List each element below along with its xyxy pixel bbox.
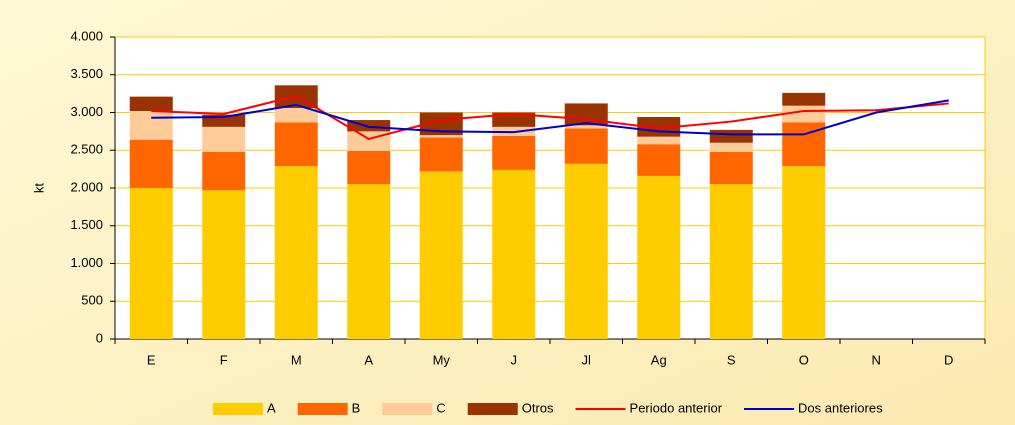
legend-label: Dos anteriores: [798, 400, 883, 415]
bar: [564, 128, 608, 164]
bar: [782, 166, 826, 339]
y-tick-label: 4.000: [70, 28, 103, 43]
bar: [637, 136, 681, 145]
y-axis-label: kt: [31, 183, 46, 194]
legend-label: C: [436, 400, 445, 415]
legend-label: Periodo anterior: [630, 400, 723, 415]
x-tick-label: A: [364, 352, 373, 367]
line: [151, 94, 949, 140]
x-tick-label: J: [511, 352, 518, 367]
bar: [782, 92, 826, 106]
legend-swatch: [382, 403, 433, 415]
y-tick-label: 2.500: [70, 142, 103, 157]
bar: [492, 135, 536, 170]
bar: [564, 163, 608, 339]
bar: [129, 188, 173, 339]
x-tick-label: M: [291, 352, 302, 367]
x-tick-label: O: [799, 352, 809, 367]
legend-label: A: [267, 400, 276, 415]
bar: [492, 169, 536, 339]
bar: [419, 171, 463, 339]
bar: [274, 107, 318, 123]
x-tick-label: S: [727, 352, 736, 367]
bar: [274, 122, 318, 167]
y-tick-label: 500: [81, 293, 103, 308]
bar: [347, 184, 391, 339]
y-tick-label: 3.000: [70, 104, 103, 119]
bar: [709, 129, 753, 143]
y-tick-label: 0: [96, 330, 103, 345]
bar: [202, 126, 246, 152]
line: [151, 99, 949, 136]
x-tick-label: D: [944, 352, 953, 367]
bar: [274, 166, 318, 339]
bar: [419, 135, 463, 138]
x-tick-label: E: [147, 352, 156, 367]
legend-label: B: [352, 400, 361, 415]
bar: [129, 139, 173, 188]
bar: [129, 96, 173, 111]
y-tick-label: 1.500: [70, 217, 103, 232]
bar: [709, 184, 753, 339]
legend-swatch: [467, 403, 518, 415]
y-tick-label: 2.000: [70, 179, 103, 194]
y-tick-label: 1.000: [70, 255, 103, 270]
y-tick-label: 3.500: [70, 66, 103, 81]
bar: [709, 151, 753, 185]
x-tick-label: F: [220, 352, 228, 367]
bar: [129, 110, 173, 140]
x-tick-label: Jl: [582, 352, 592, 367]
bar: [347, 120, 391, 132]
legend-label: Otros: [522, 400, 554, 415]
bar: [782, 105, 826, 123]
bar: [492, 112, 536, 127]
bar: [564, 125, 608, 129]
bar: [637, 144, 681, 176]
x-tick-label: Ag: [651, 352, 667, 367]
bar: [637, 175, 681, 339]
bar: [347, 151, 391, 185]
legend-swatch: [297, 403, 348, 415]
bar: [709, 142, 753, 152]
legend-swatch: [213, 403, 263, 415]
bar: [202, 151, 246, 191]
x-tick-label: N: [872, 352, 881, 367]
bar: [419, 137, 463, 172]
bar: [202, 190, 246, 339]
x-tick-label: My: [433, 352, 451, 367]
